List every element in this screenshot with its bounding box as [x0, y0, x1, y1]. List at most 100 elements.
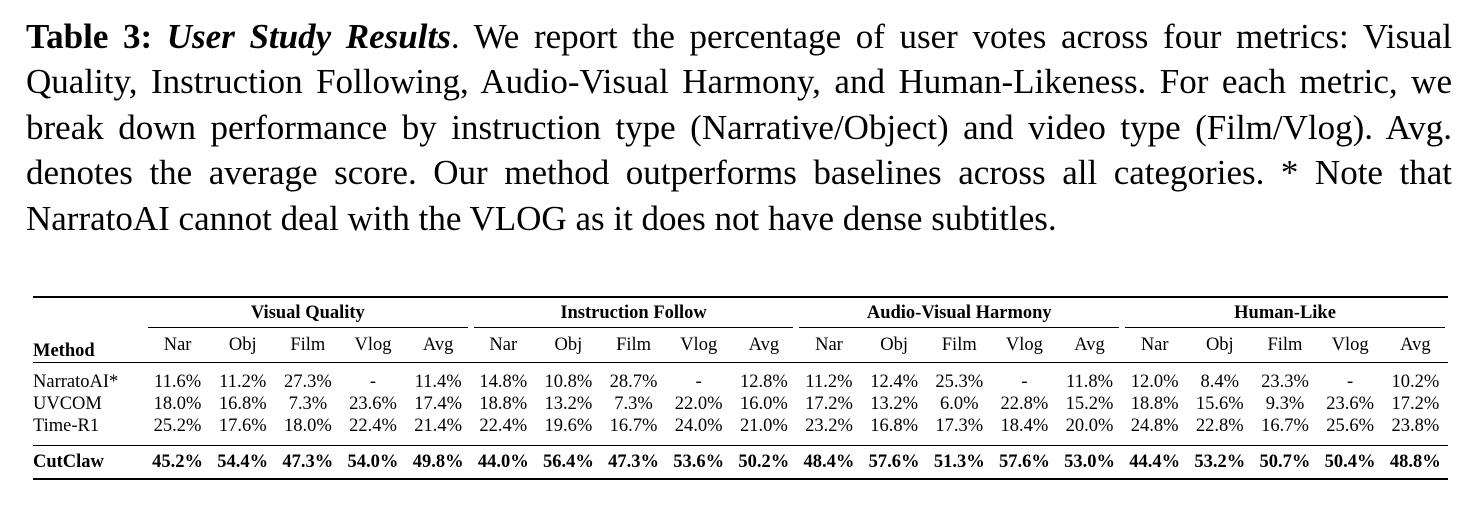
value-cell: 15.6% [1195, 393, 1244, 414]
subheader-avg: Avg [748, 334, 780, 355]
value-cell: 11.2% [805, 371, 853, 392]
value-cell: 51.3% [933, 451, 985, 472]
subheader-avg: Avg [1400, 334, 1431, 355]
subheader-vlog: Vlog [354, 334, 392, 355]
value-cell: - [695, 371, 702, 392]
value-cell: 18.4% [1000, 415, 1049, 436]
value-cell: - [1021, 371, 1028, 392]
group-header-visual-quality: Visual Quality [145, 297, 471, 328]
subheader-film: Film [616, 334, 652, 355]
value-cell: 25.3% [935, 371, 984, 392]
value-cell: 23.6% [349, 393, 397, 414]
value-cell: 10.2% [1391, 371, 1440, 392]
value-cell: 11.4% [414, 371, 462, 392]
subheader-obj: Obj [228, 334, 257, 355]
value-cell: 17.4% [414, 393, 463, 414]
value-cell: 18.8% [479, 393, 528, 414]
value-cell: 22.8% [1195, 415, 1244, 436]
value-cell: 17.6% [218, 415, 267, 436]
value-cell: 19.6% [544, 415, 593, 436]
subheader-vlog: Vlog [1331, 334, 1369, 355]
subheader-avg: Avg [1074, 334, 1105, 355]
value-cell: 8.4% [1200, 371, 1240, 392]
value-cell: 18.0% [283, 415, 332, 436]
value-cell: 21.0% [739, 415, 788, 436]
value-cell: 12.8% [739, 371, 788, 392]
value-cell: 16.7% [1261, 415, 1309, 436]
value-cell: 16.7% [609, 415, 658, 436]
subheader-film: Film [1267, 334, 1303, 355]
subheader-row: Nar Obj Film Vlog Avg Nar Obj Film Vlog Avg Nar Obj… [33, 328, 1448, 363]
caption-title: User Study Results [166, 17, 451, 56]
value-cell: 23.8% [1391, 415, 1440, 436]
subheader-vlog: Vlog [680, 334, 718, 355]
method-cell: UVCOM [33, 393, 102, 414]
value-cell: 18.0% [153, 393, 202, 414]
value-cell: - [1347, 371, 1354, 392]
value-cell: 13.2% [870, 393, 919, 414]
table-row: UVCOM 18.0% 16.8% 7.3% 23.6% 17.4% 18.8% 13.2% 7… [33, 393, 1448, 415]
subheader-vlog: Vlog [1005, 334, 1043, 355]
value-cell: 23.2% [805, 415, 853, 436]
caption-body: . We report the percentage of user votes… [26, 17, 1453, 238]
value-cell: 25.6% [1326, 415, 1374, 436]
value-cell: 53.0% [1064, 451, 1115, 472]
method-header: Method [33, 341, 95, 361]
value-cell: 24.8% [1130, 415, 1179, 436]
value-cell: 11.8% [1065, 371, 1114, 392]
value-cell: 22.4% [349, 415, 397, 436]
subheader-nar: Nar [1140, 334, 1169, 355]
caption-label: Table 3: [26, 17, 153, 56]
value-cell: 16.0% [739, 393, 788, 414]
value-cell: 53.2% [1194, 451, 1246, 472]
value-cell: 11.6% [154, 371, 202, 392]
subheader-avg: Avg [422, 334, 454, 355]
value-cell: 28.7% [609, 371, 658, 392]
table-caption: Table 3: User Study Results. We report t… [26, 14, 1452, 241]
value-cell: 16.8% [870, 415, 919, 436]
subheader-nar: Nar [815, 334, 843, 355]
value-cell: 44.0% [477, 451, 529, 472]
value-cell: 9.3% [1265, 393, 1305, 414]
value-cell: 15.2% [1065, 393, 1114, 414]
value-cell: 48.8% [1389, 451, 1441, 472]
group-header-audio-visual-harmony: Audio-Visual Harmony [796, 297, 1122, 328]
value-cell: 49.8% [412, 451, 464, 472]
value-cell: 23.6% [1326, 393, 1374, 414]
value-cell: 7.3% [614, 393, 653, 414]
value-cell: 17.2% [1391, 393, 1440, 414]
value-cell: 16.8% [218, 393, 267, 414]
table-row-best: CutClaw 45.2% 54.4% 47.3% 54.0% 49.8% 44.0% 56.… [33, 446, 1448, 479]
value-cell: 50.2% [738, 451, 790, 472]
value-cell: 6.0% [939, 393, 979, 414]
value-cell: 53.6% [673, 451, 725, 472]
table-row: Time-R1 25.2% 17.6% 18.0% 22.4% 21.4% 22.4% 19.… [33, 415, 1448, 437]
value-cell: 22.8% [1000, 393, 1049, 414]
value-cell: 45.2% [152, 451, 203, 472]
value-cell: 22.4% [479, 415, 528, 436]
value-cell: 54.4% [217, 451, 269, 472]
value-cell: 54.0% [347, 451, 399, 472]
subheader-obj: Obj [880, 334, 908, 355]
subheader-obj: Obj [554, 334, 583, 355]
value-cell: 56.4% [542, 451, 594, 472]
method-cell: CutClaw [33, 451, 104, 472]
value-cell: 22.0% [674, 393, 723, 414]
value-cell: 11.2% [219, 371, 267, 392]
value-cell: 57.6% [998, 451, 1050, 472]
value-cell: 25.2% [153, 415, 202, 436]
value-cell: 18.8% [1130, 393, 1179, 414]
value-cell: 50.7% [1259, 451, 1311, 472]
group-header-instruction-follow: Instruction Follow [471, 297, 797, 328]
value-cell: 48.4% [803, 451, 855, 472]
value-cell: 24.0% [674, 415, 723, 436]
value-cell: 50.4% [1324, 451, 1376, 472]
subheader-nar: Nar [489, 334, 518, 355]
subheader-film: Film [290, 334, 326, 355]
value-cell: 7.3% [288, 393, 328, 414]
subheader-nar: Nar [163, 334, 192, 355]
value-cell: 12.0% [1130, 371, 1179, 392]
value-cell: - [369, 371, 377, 392]
value-cell: 21.4% [414, 415, 463, 436]
value-cell: 17.2% [805, 393, 853, 414]
